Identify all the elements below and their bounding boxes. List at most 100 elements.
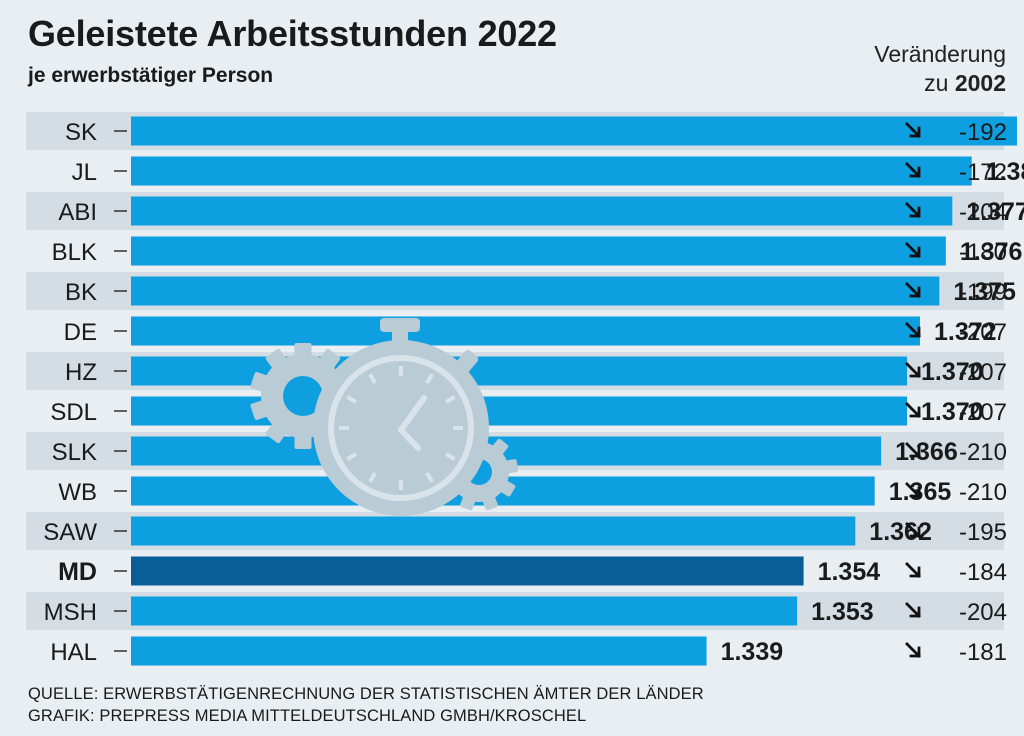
arrow-stroke	[905, 362, 921, 378]
source-note: QUELLE: ERWERBSTÄTIGENRECHNUNG DER STATI…	[28, 685, 704, 703]
change-label: -204	[959, 199, 1007, 226]
arrow-stroke	[905, 642, 921, 658]
change-label: -204	[959, 599, 1007, 626]
change-header-year: 2002	[954, 70, 1006, 96]
arrow-stroke	[905, 122, 921, 138]
change-label: -181	[959, 639, 1007, 666]
trend-down-arrow-icon	[905, 442, 921, 458]
change-label: -207	[959, 359, 1007, 386]
change-column-header: Veränderung zu 2002	[874, 40, 1006, 98]
arrow-stroke	[905, 482, 921, 498]
trend-down-arrow-icon	[905, 602, 921, 618]
bar-md	[131, 556, 804, 586]
category-label: SAW	[43, 519, 97, 546]
trend-down-arrow-icon	[905, 282, 921, 298]
value-label: 1.339	[721, 638, 784, 666]
category-label: BK	[65, 279, 97, 306]
arrow-stroke	[905, 322, 921, 338]
category-label: ABI	[58, 199, 97, 226]
stopwatch-crown	[380, 318, 420, 332]
stopwatch-tick	[368, 472, 377, 483]
change-label: -210	[959, 479, 1007, 506]
bar-abi	[131, 196, 953, 226]
arrow-stroke	[905, 282, 921, 298]
stopwatch-tick	[346, 452, 357, 461]
value-label: 1.370	[921, 398, 984, 426]
gear-hole	[283, 376, 323, 416]
value-label: 1.366	[895, 438, 958, 466]
value-label: 1.362	[869, 518, 932, 546]
arrow-stroke	[905, 562, 921, 578]
stopwatch-tick	[368, 373, 377, 384]
bar-de	[131, 316, 920, 346]
change-label: -199	[959, 279, 1007, 306]
category-label: HZ	[65, 359, 97, 386]
category-label: JL	[72, 159, 97, 186]
arrow-stroke	[905, 602, 921, 618]
value-label: 1.372	[934, 318, 997, 346]
change-header-line2: zu 2002	[874, 69, 1006, 98]
trend-down-arrow-icon	[905, 362, 921, 378]
category-label: SK	[65, 119, 97, 146]
category-label: MSH	[44, 599, 97, 626]
category-label: WB	[58, 479, 97, 506]
change-label: -172	[959, 159, 1007, 186]
bar-hz	[131, 356, 908, 386]
bar-msh	[131, 596, 798, 626]
stopwatch-hands	[398, 395, 427, 451]
category-label: SLK	[52, 439, 97, 466]
bars	[131, 116, 1017, 666]
value-label: 1.354	[818, 558, 881, 586]
trend-down-arrow-icon	[905, 642, 921, 658]
value-label: 1.353	[811, 598, 874, 626]
arrow-stroke	[905, 162, 921, 178]
arrow-stroke	[905, 242, 921, 258]
value-label: 1.370	[921, 358, 984, 386]
trend-down-arrow-icon	[905, 322, 921, 338]
stopwatch-tick	[425, 373, 434, 384]
value-label: 1.380	[986, 158, 1024, 186]
change-label: -195	[959, 519, 1007, 546]
bar-blk	[131, 236, 946, 266]
labels: SK1.387-192JL1.380-172ABI1.377-204BLK1.3…	[43, 119, 1024, 666]
arrow-stroke	[905, 442, 921, 458]
graphic-credit: GRAFIK: PREPRESS MEDIA MITTELDEUTSCHLAND…	[28, 707, 587, 725]
change-header-line1: Veränderung	[874, 41, 1006, 67]
trend-down-arrow-icon	[905, 562, 921, 578]
trend-down-arrow-icon	[905, 482, 921, 498]
chart-subtitle: je erwerbstätiger Person	[28, 64, 274, 87]
trend-down-arrow-icon	[905, 242, 921, 258]
change-label: -184	[959, 559, 1007, 586]
change-label: -192	[959, 119, 1007, 146]
value-label: 1.377	[966, 198, 1024, 226]
chart-footer: QUELLE: ERWERBSTÄTIGENRECHNUNG DER STATI…	[28, 683, 704, 727]
change-label: -207	[959, 399, 1007, 426]
chart-title: Geleistete Arbeitsstunden 2022	[28, 13, 557, 54]
value-label: 1.376	[960, 238, 1023, 266]
stopwatch-tick	[445, 452, 456, 461]
change-label: -207	[959, 319, 1007, 346]
trend-down-arrow-icon	[905, 122, 921, 138]
bar-hal	[131, 636, 707, 666]
trend-down-arrow-icon	[905, 162, 921, 178]
change-label: -180	[959, 239, 1007, 266]
category-label: HAL	[50, 639, 97, 666]
arrow-stroke	[905, 402, 921, 418]
bar-sdl	[131, 396, 908, 426]
change-header-prefix: zu	[924, 70, 949, 96]
category-label: DE	[64, 319, 97, 346]
bar-jl	[131, 156, 972, 186]
bar-bk	[131, 276, 940, 306]
arrow-stroke	[905, 522, 921, 538]
bar-saw	[131, 516, 856, 546]
stopwatch-face-ring	[328, 355, 474, 501]
stopwatch-tick	[346, 395, 357, 404]
bar-sk	[131, 116, 1017, 146]
category-label: MD	[58, 558, 97, 586]
category-label: SDL	[50, 399, 97, 426]
stopwatch-gears-icon	[250, 318, 519, 516]
change-label: -210	[959, 439, 1007, 466]
stopwatch-tick	[425, 472, 434, 483]
trend-down-arrow-icon	[905, 402, 921, 418]
